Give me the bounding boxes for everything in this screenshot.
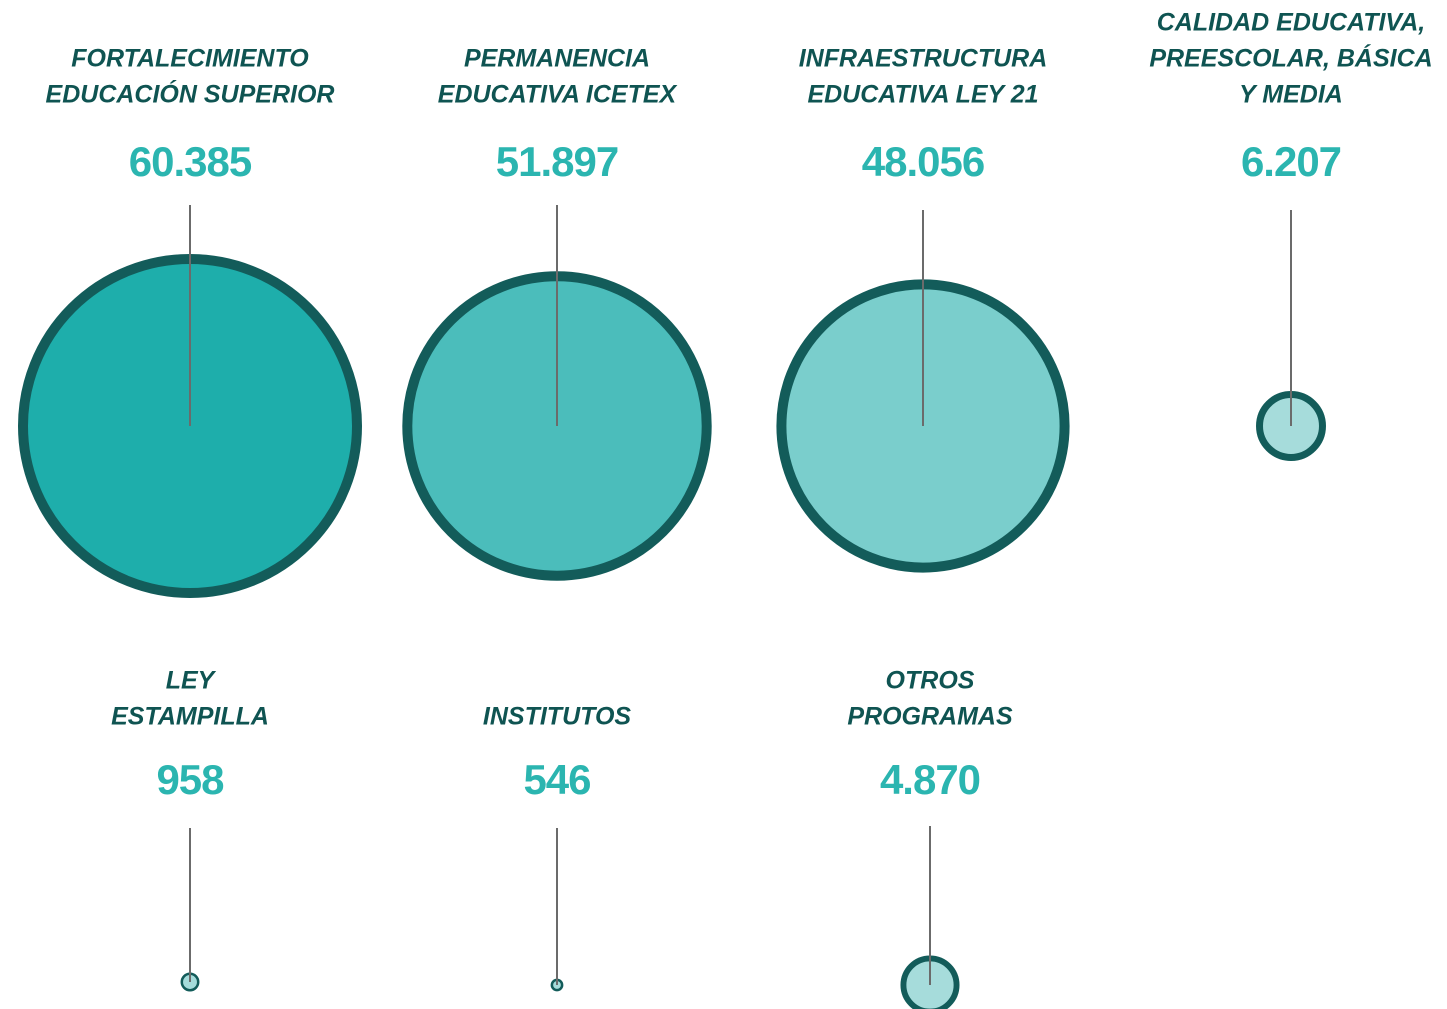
category-label: EDUCACIÓN SUPERIOR — [46, 80, 335, 109]
value-label: 48.056 — [862, 138, 984, 185]
category-label: EDUCATIVA ICETEX — [438, 81, 678, 109]
value-label: 4.870 — [880, 756, 980, 803]
category-label: EDUCATIVA LEY 21 — [807, 81, 1038, 109]
value-label: 51.897 — [496, 138, 618, 185]
category-label: PROGRAMAS — [847, 703, 1013, 731]
value-label: 958 — [156, 756, 224, 803]
value-label: 546 — [523, 756, 590, 803]
category-label: ESTAMPILLA — [111, 703, 269, 731]
value-label: 6.207 — [1241, 138, 1341, 185]
category-label: INFRAESTRUCTURA — [799, 45, 1048, 73]
category-label: PERMANENCIA — [464, 45, 650, 73]
category-label: FORTALECIMIENTO — [71, 45, 309, 73]
category-label: CALIDAD EDUCATIVA, — [1157, 9, 1426, 37]
category-label: LEY — [166, 667, 217, 695]
value-label: 60.385 — [129, 138, 252, 185]
category-label: OTROS — [886, 667, 975, 695]
category-label: PREESCOLAR, BÁSICA — [1149, 44, 1432, 73]
category-label: Y MEDIA — [1239, 81, 1343, 109]
category-label: INSTITUTOS — [483, 703, 631, 731]
